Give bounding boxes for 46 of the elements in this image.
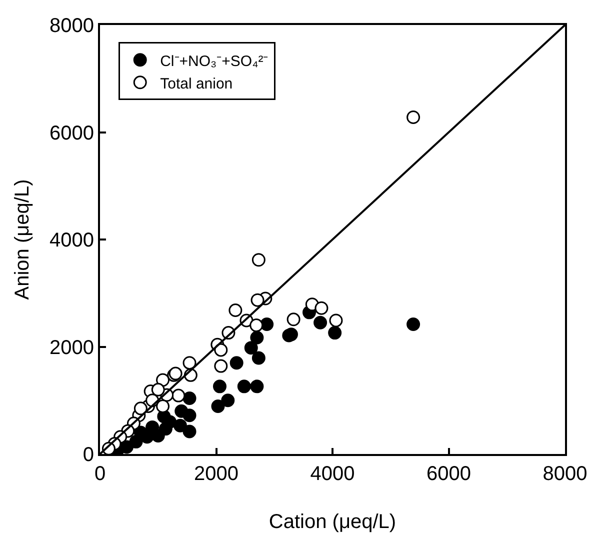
point xyxy=(406,110,420,124)
point xyxy=(156,400,170,414)
point xyxy=(230,356,244,370)
point xyxy=(182,356,196,370)
point xyxy=(214,359,228,373)
x-tick-label: 2000 xyxy=(194,463,238,485)
point xyxy=(286,312,300,326)
x-tick-label: 4000 xyxy=(310,463,355,485)
point xyxy=(250,380,264,394)
point xyxy=(329,314,343,328)
point xyxy=(134,402,148,416)
y-tick-label: 8000 xyxy=(50,15,94,37)
point xyxy=(214,343,228,357)
point xyxy=(314,301,328,315)
point xyxy=(174,404,188,418)
y-tick-label: 4000 xyxy=(50,230,94,252)
point xyxy=(182,391,196,405)
point xyxy=(173,418,187,432)
x-axis-title: Cation (μeq/L) xyxy=(268,511,396,533)
point xyxy=(252,253,266,267)
point xyxy=(250,330,264,344)
point xyxy=(156,373,170,387)
point xyxy=(212,380,226,394)
y-tick-label: 2000 xyxy=(50,336,94,359)
point xyxy=(172,388,186,402)
y-tick-label: 6000 xyxy=(50,122,94,144)
point xyxy=(237,380,251,394)
point xyxy=(151,382,165,396)
point xyxy=(328,326,342,340)
legend-label: Total anion xyxy=(160,75,233,92)
point xyxy=(228,304,242,318)
point xyxy=(314,316,328,330)
point xyxy=(146,420,160,434)
x-tick-label: 8000 xyxy=(542,463,588,485)
y-tick-label: 0 xyxy=(82,444,94,466)
legend-label: Cl⁻+NO₃⁻+SO₄²⁻ xyxy=(160,52,268,70)
point xyxy=(252,351,266,365)
point xyxy=(406,317,420,331)
x-tick-label: 6000 xyxy=(426,463,471,485)
point xyxy=(182,424,196,438)
point xyxy=(250,318,264,332)
point xyxy=(221,394,235,408)
point xyxy=(211,400,225,414)
y-axis-title: Anion (μeq/L) xyxy=(12,179,34,300)
point xyxy=(244,341,258,355)
point xyxy=(250,293,264,307)
